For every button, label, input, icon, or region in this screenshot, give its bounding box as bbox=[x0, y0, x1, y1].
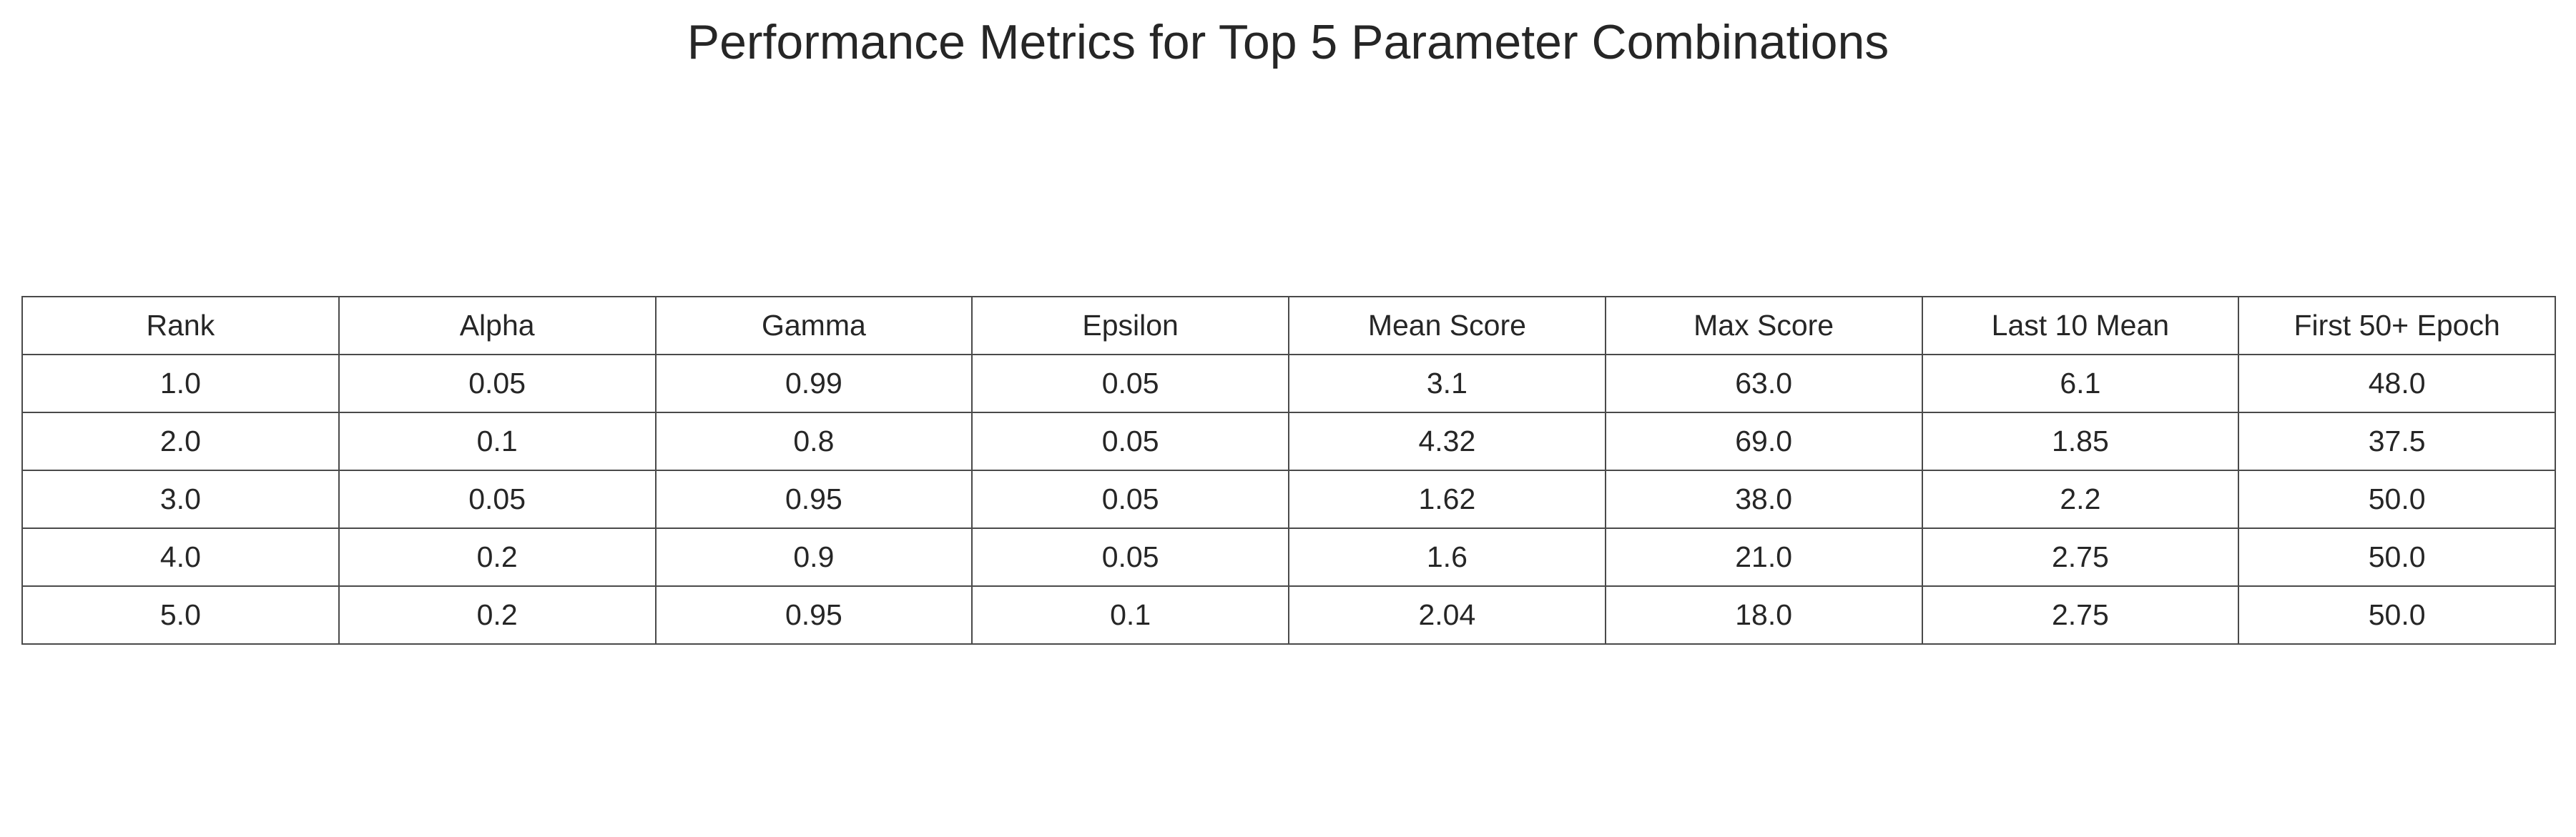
table-cell: 0.8 bbox=[656, 412, 973, 470]
column-header-gamma: Gamma bbox=[656, 297, 973, 355]
column-header-mean-score: Mean Score bbox=[1289, 297, 1606, 355]
table-cell: 0.2 bbox=[339, 586, 656, 644]
table-cell: 0.05 bbox=[972, 528, 1289, 586]
table-cell: 50.0 bbox=[2238, 586, 2555, 644]
column-header-max-score: Max Score bbox=[1606, 297, 1922, 355]
table-cell: 50.0 bbox=[2238, 470, 2555, 528]
table-cell: 0.05 bbox=[339, 355, 656, 412]
table-cell: 5.0 bbox=[22, 586, 339, 644]
table-cell: 48.0 bbox=[2238, 355, 2555, 412]
column-header-alpha: Alpha bbox=[339, 297, 656, 355]
table-row: 1.0 0.05 0.99 0.05 3.1 63.0 6.1 48.0 bbox=[22, 355, 2555, 412]
metrics-table: Rank Alpha Gamma Epsilon Mean Score Max … bbox=[21, 296, 2556, 645]
table-header-row: Rank Alpha Gamma Epsilon Mean Score Max … bbox=[22, 297, 2555, 355]
table-cell: 1.62 bbox=[1289, 470, 1606, 528]
table-cell: 4.0 bbox=[22, 528, 339, 586]
table-row: 5.0 0.2 0.95 0.1 2.04 18.0 2.75 50.0 bbox=[22, 586, 2555, 644]
table-cell: 2.2 bbox=[1922, 470, 2239, 528]
table-cell: 0.99 bbox=[656, 355, 973, 412]
column-header-last-10-mean: Last 10 Mean bbox=[1922, 297, 2239, 355]
table-cell: 2.04 bbox=[1289, 586, 1606, 644]
table-cell: 0.95 bbox=[656, 586, 973, 644]
table-cell: 69.0 bbox=[1606, 412, 1922, 470]
table-cell: 4.32 bbox=[1289, 412, 1606, 470]
table-cell: 63.0 bbox=[1606, 355, 1922, 412]
table-cell: 21.0 bbox=[1606, 528, 1922, 586]
table-row: 2.0 0.1 0.8 0.05 4.32 69.0 1.85 37.5 bbox=[22, 412, 2555, 470]
table-cell: 6.1 bbox=[1922, 355, 2239, 412]
table-cell: 0.05 bbox=[339, 470, 656, 528]
table-cell: 37.5 bbox=[2238, 412, 2555, 470]
table-cell: 0.05 bbox=[972, 412, 1289, 470]
table-row: 3.0 0.05 0.95 0.05 1.62 38.0 2.2 50.0 bbox=[22, 470, 2555, 528]
table-cell: 38.0 bbox=[1606, 470, 1922, 528]
table-cell: 18.0 bbox=[1606, 586, 1922, 644]
column-header-rank: Rank bbox=[22, 297, 339, 355]
column-header-epsilon: Epsilon bbox=[972, 297, 1289, 355]
table-cell: 0.2 bbox=[339, 528, 656, 586]
chart-title: Performance Metrics for Top 5 Parameter … bbox=[0, 10, 2576, 74]
table-cell: 0.1 bbox=[972, 586, 1289, 644]
table-cell: 0.1 bbox=[339, 412, 656, 470]
table-cell: 0.95 bbox=[656, 470, 973, 528]
table-cell: 2.75 bbox=[1922, 528, 2239, 586]
table-cell: 0.9 bbox=[656, 528, 973, 586]
table-cell: 2.75 bbox=[1922, 586, 2239, 644]
table-cell: 3.0 bbox=[22, 470, 339, 528]
table-cell: 3.1 bbox=[1289, 355, 1606, 412]
table-cell: 2.0 bbox=[22, 412, 339, 470]
column-header-first-50-epoch: First 50+ Epoch bbox=[2238, 297, 2555, 355]
table-cell: 50.0 bbox=[2238, 528, 2555, 586]
table-cell: 1.85 bbox=[1922, 412, 2239, 470]
table-cell: 1.6 bbox=[1289, 528, 1606, 586]
table-cell: 1.0 bbox=[22, 355, 339, 412]
metrics-table-container: Rank Alpha Gamma Epsilon Mean Score Max … bbox=[21, 296, 2556, 645]
table-cell: 0.05 bbox=[972, 355, 1289, 412]
table-row: 4.0 0.2 0.9 0.05 1.6 21.0 2.75 50.0 bbox=[22, 528, 2555, 586]
table-cell: 0.05 bbox=[972, 470, 1289, 528]
